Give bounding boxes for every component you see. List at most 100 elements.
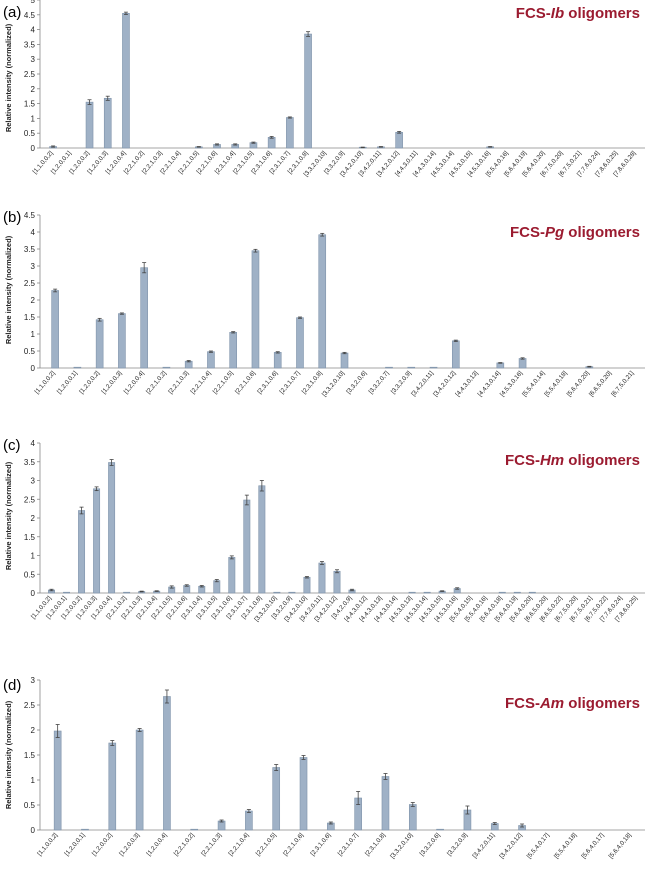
y-tick-label: 1.5 (24, 751, 36, 760)
x-tick-label: [2,2,1,0,5] (255, 832, 278, 858)
bar (243, 499, 251, 594)
x-tick-label: [1,2,0,0,1] (56, 370, 79, 396)
y-tick-label: 1.5 (24, 313, 36, 322)
chart-title-suffix: oligomers (564, 452, 640, 469)
bar (207, 351, 215, 369)
chart-title-suffix: oligomers (564, 695, 640, 712)
y-tick-label: 3.5 (24, 245, 36, 254)
bar (135, 729, 144, 831)
x-tick-label: [5,5,4,0,17] (526, 832, 551, 860)
x-tick-label: [6,7,5,0,21] (610, 370, 635, 398)
x-tick-label: [2,2,1,0,2] (145, 370, 168, 396)
bar (245, 810, 253, 831)
y-tick-label: 3 (31, 55, 36, 64)
panel-letter: (c) (3, 437, 21, 454)
bar (381, 776, 390, 831)
x-tick-label: [1,2,0,0,3] (118, 832, 141, 858)
bar (51, 290, 59, 369)
bar (123, 591, 131, 594)
x-tick-label: [1,2,0,0,3] (100, 370, 123, 396)
chart-title: FCS-Ib oligomers (516, 5, 640, 22)
x-tick-label: [1,2,0,0,4] (145, 832, 168, 858)
y-tick-label: 1 (31, 552, 36, 561)
x-tick-label: [2,3,1,0,7] (278, 370, 301, 396)
x-tick-label: [3,3,2,0,6] (345, 370, 368, 396)
bar (53, 730, 62, 831)
y-tick-label: 2 (31, 85, 36, 94)
bar (385, 366, 393, 369)
x-tick-label: [3,3,2,0,6] (419, 832, 442, 858)
bar (229, 331, 238, 369)
panel-letter: (b) (3, 209, 21, 226)
bar (436, 828, 444, 831)
y-tick-label: 0.5 (24, 347, 36, 356)
x-tick-label: [3,4,2,0,11] (471, 832, 496, 860)
bar (251, 250, 260, 369)
y-tick-label: 1 (31, 330, 36, 339)
y-tick-label: 4 (31, 439, 36, 448)
panel-letter: (a) (3, 4, 21, 21)
chart-title-suffix: oligomers (564, 224, 640, 241)
y-tick-label: 3.5 (24, 458, 36, 467)
y-tick-label: 1 (31, 114, 36, 123)
bar (408, 591, 416, 594)
y-tick-label: 2.5 (24, 701, 36, 710)
bar (108, 462, 116, 594)
bar (140, 267, 148, 369)
x-tick-label: [3,3,2,0,10] (389, 832, 414, 860)
bar (85, 101, 94, 149)
bar (122, 13, 130, 149)
x-tick-label: [5,6,4,0,17] (580, 832, 605, 860)
bar (267, 137, 276, 149)
y-tick-label: 0 (31, 364, 36, 373)
bar (118, 313, 126, 369)
y-tick-label: 4 (31, 228, 36, 237)
y-tick-label: 0.5 (24, 129, 36, 138)
bar (93, 488, 101, 594)
chart-title-species: Pg (545, 224, 564, 241)
x-tick-label: [2,2,1,0,3] (167, 370, 190, 396)
bar (190, 828, 199, 831)
bar (95, 319, 104, 369)
bar (228, 557, 236, 594)
bar (213, 580, 221, 594)
y-tick-label: 4 (31, 26, 36, 35)
bar (81, 828, 89, 831)
x-tick-label: [3,3,2,0,7] (367, 370, 390, 396)
chart-panel: (d) FCS-Am oligomers Relative intensity (n… (3, 676, 645, 860)
bar (108, 742, 117, 831)
y-tick-label: 2 (31, 726, 36, 735)
chart-title-species: Ib (551, 5, 564, 22)
bar (272, 767, 281, 831)
bar (163, 696, 171, 831)
x-tick-label: [3,3,2,0,9] (390, 370, 413, 396)
bar (333, 570, 341, 594)
bar (286, 117, 294, 149)
chart-title-prefix: FCS- (505, 452, 540, 469)
bar (288, 591, 296, 594)
y-tick-label: 0 (31, 144, 36, 153)
bar (496, 362, 505, 369)
bar (273, 352, 282, 369)
y-axis-label: Relative intensity (normalized) (4, 461, 13, 570)
x-tick-label: [3,3,2,0,9] (446, 832, 469, 858)
x-tick-label: [1,2,0,0,1] (63, 832, 86, 858)
y-tick-label: 3.5 (24, 40, 36, 49)
y-tick-label: 4.5 (24, 211, 36, 220)
bar (103, 97, 112, 149)
y-axis-label: Relative intensity (normalized) (4, 235, 13, 344)
bar (73, 366, 82, 369)
x-tick-label: [1,2,0,0,2] (78, 370, 101, 396)
bar (528, 591, 536, 594)
chart-panel: (c) FCS-Hm oligomers Relative intensity (n… (3, 437, 645, 623)
x-tick-label: [2,2,1,0,5] (212, 370, 235, 396)
x-tick-label: [1,2,0,0,4] (123, 370, 146, 396)
y-tick-label: 2 (31, 514, 36, 523)
bar (513, 591, 521, 594)
x-tick-label: [2,2,1,0,6] (282, 832, 305, 858)
bar (340, 352, 349, 369)
x-tick-label: [2,2,1,0,4] (189, 370, 212, 396)
bar (78, 510, 86, 594)
x-tick-label: [2,3,1,0,8] (364, 832, 387, 858)
